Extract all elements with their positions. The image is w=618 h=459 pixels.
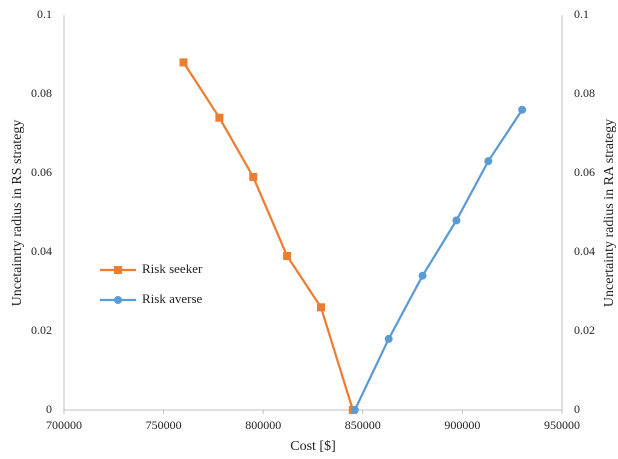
- data-point: [283, 251, 292, 260]
- x-tick-label: 700000: [46, 418, 82, 432]
- data-point: [179, 58, 188, 67]
- x-tick-label: 900000: [444, 418, 480, 432]
- x-axis-title: Cost [$]: [290, 439, 336, 454]
- data-point: [484, 157, 493, 166]
- data-point: [518, 105, 527, 114]
- y-axis-title: Uncetainrty radius in RS strategy: [10, 120, 25, 307]
- data-point: [249, 172, 258, 181]
- y2-tick-label: 0.08: [574, 86, 595, 100]
- y-tick-label: 0.02: [31, 323, 52, 337]
- y-tick-label: 0.04: [31, 244, 52, 258]
- y-tick-label: 0.06: [31, 165, 52, 179]
- y2-tick-label: 0.04: [574, 244, 595, 258]
- data-point: [316, 303, 325, 312]
- data-point: [418, 271, 427, 280]
- legend-label: Risk seeker: [142, 261, 203, 276]
- y-tick-label: 0.1: [37, 7, 52, 21]
- y2-tick-label: 0.1: [574, 7, 589, 21]
- y-tick-label: 0: [46, 402, 52, 416]
- legend-marker: [114, 266, 122, 274]
- series-line: [182, 61, 354, 411]
- data-point: [452, 216, 461, 225]
- x-tick-label: 850000: [345, 418, 381, 432]
- data-point: [350, 406, 359, 414]
- y2-tick-label: 0.02: [574, 323, 595, 337]
- y2-axis-title: Uncertainty radius in RA strategy: [602, 119, 617, 307]
- x-tick-label: 950000: [544, 418, 580, 432]
- y2-tick-label: 0.06: [574, 165, 595, 179]
- legend-marker: [114, 296, 122, 304]
- legend-label: Risk averse: [142, 291, 203, 306]
- x-tick-label: 800000: [245, 418, 281, 432]
- y2-tick-label: 0: [574, 402, 580, 416]
- data-point: [215, 113, 224, 122]
- y-tick-label: 0.08: [31, 86, 52, 100]
- series-line: [353, 109, 524, 411]
- x-tick-label: 750000: [146, 418, 182, 432]
- data-point: [384, 334, 393, 343]
